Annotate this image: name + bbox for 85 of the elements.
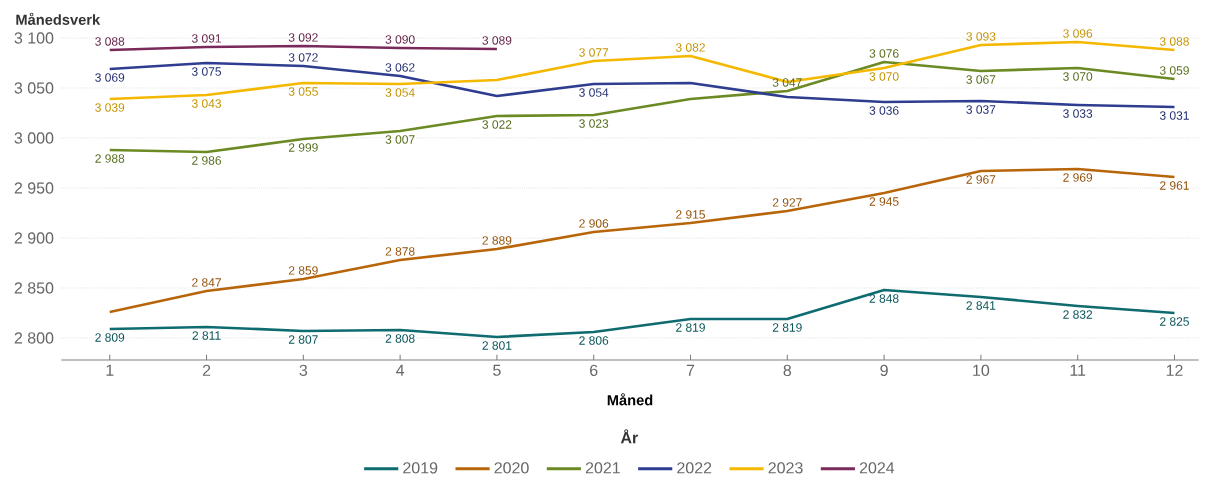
data-label: 2 832	[1063, 310, 1093, 319]
y-tick-label: 2 900	[14, 232, 54, 244]
x-tick-label: 12	[1166, 364, 1183, 376]
data-label: 3 043	[191, 99, 222, 108]
data-label: 2 878	[385, 247, 415, 256]
data-label: 3 059	[1159, 66, 1189, 75]
data-label: 3 069	[95, 73, 125, 82]
data-label: 2 811	[192, 331, 221, 340]
data-label: 3 091	[191, 34, 221, 43]
data-label: 2 945	[869, 197, 899, 206]
data-label: 2 915	[676, 210, 705, 219]
data-label: 3 036	[869, 106, 899, 115]
data-label: 2 841	[966, 301, 996, 310]
x-tick-label: 4	[396, 364, 405, 376]
x-tick-label: 2	[202, 364, 211, 376]
data-label: 3 039	[95, 103, 125, 112]
data-label: 3 070	[869, 72, 899, 81]
legend-label: 2021	[585, 462, 620, 474]
data-label: 3 090	[385, 35, 415, 44]
data-label: 3 062	[385, 63, 415, 72]
data-label: 3 067	[966, 75, 996, 84]
data-label: 3 070	[1063, 72, 1093, 81]
data-label: 2 961	[1160, 181, 1189, 190]
data-label: 2 819	[772, 323, 802, 332]
data-label: 3 022	[482, 120, 512, 129]
y-tick-label: 2 850	[14, 282, 54, 294]
data-label: 2 969	[1063, 173, 1093, 182]
x-tick-label: 3	[299, 364, 308, 377]
y-tick-label: 3 000	[14, 132, 54, 144]
data-label: 2 825	[1160, 317, 1189, 326]
legend-label: 2023	[768, 462, 803, 474]
data-label: 2 988	[95, 154, 125, 163]
data-label: 3 072	[288, 53, 318, 62]
data-label: 3 007	[385, 135, 415, 144]
data-label: 3 055	[288, 87, 318, 96]
data-label: 3 077	[579, 48, 609, 57]
data-label: 3 096	[1063, 29, 1093, 38]
data-label: 3 037	[966, 105, 996, 114]
data-label: 2 848	[869, 294, 899, 303]
data-label: 2 801	[482, 341, 512, 350]
x-tick-label: 9	[880, 364, 888, 377]
data-label: 2 889	[482, 236, 512, 245]
data-label: 3 088	[1159, 37, 1189, 46]
data-label: 2 859	[288, 266, 318, 275]
data-label: 3 033	[1063, 109, 1093, 118]
x-tick-label: 10	[973, 364, 990, 377]
data-label: 3 075	[191, 67, 222, 76]
data-label: 3 023	[579, 119, 609, 128]
data-label: 3 076	[869, 49, 899, 58]
y-tick-label: 3 100	[14, 32, 54, 44]
data-label: 3 088	[95, 37, 125, 46]
data-label: 3 089	[482, 36, 512, 45]
data-label: 3 054	[579, 88, 609, 97]
legend-label: 2022	[677, 462, 712, 474]
data-label: 3 082	[675, 43, 705, 52]
data-label: 2 809	[95, 333, 125, 342]
legend-label: 2020	[494, 462, 529, 474]
data-label: 3 092	[288, 33, 318, 42]
y-axis-title: Månedsverk	[16, 12, 101, 25]
data-label: 2 806	[579, 336, 609, 345]
data-label: 3 054	[385, 88, 415, 97]
data-label: 2 927	[772, 198, 802, 207]
data-label: 2 986	[192, 156, 222, 165]
x-axis-title: Måned	[607, 393, 653, 406]
data-label: 2 847	[192, 278, 221, 287]
data-label: 2 819	[676, 323, 705, 332]
x-tick-label: 6	[590, 364, 598, 377]
x-tick-label: 11	[1070, 364, 1086, 376]
y-tick-label: 3 050	[14, 82, 54, 94]
x-tick-label: 8	[783, 364, 792, 377]
data-label: 2 807	[288, 335, 318, 344]
x-tick-label: 7	[686, 364, 695, 376]
x-tick-label: 1	[106, 364, 114, 376]
y-tick-label: 2 950	[14, 182, 54, 194]
data-label: 2 967	[966, 175, 996, 184]
legend-label: 2019	[403, 462, 438, 474]
x-tick-label: 5	[493, 364, 501, 376]
data-label: 2 999	[288, 143, 318, 152]
data-label: 3 093	[966, 32, 996, 41]
data-label: 2 906	[579, 219, 609, 228]
legend-label: 2024	[859, 462, 895, 474]
data-label: 3 031	[1159, 111, 1189, 120]
y-tick-label: 2 800	[14, 332, 54, 344]
data-label: 2 808	[385, 334, 415, 343]
legend-title: År	[620, 429, 638, 444]
